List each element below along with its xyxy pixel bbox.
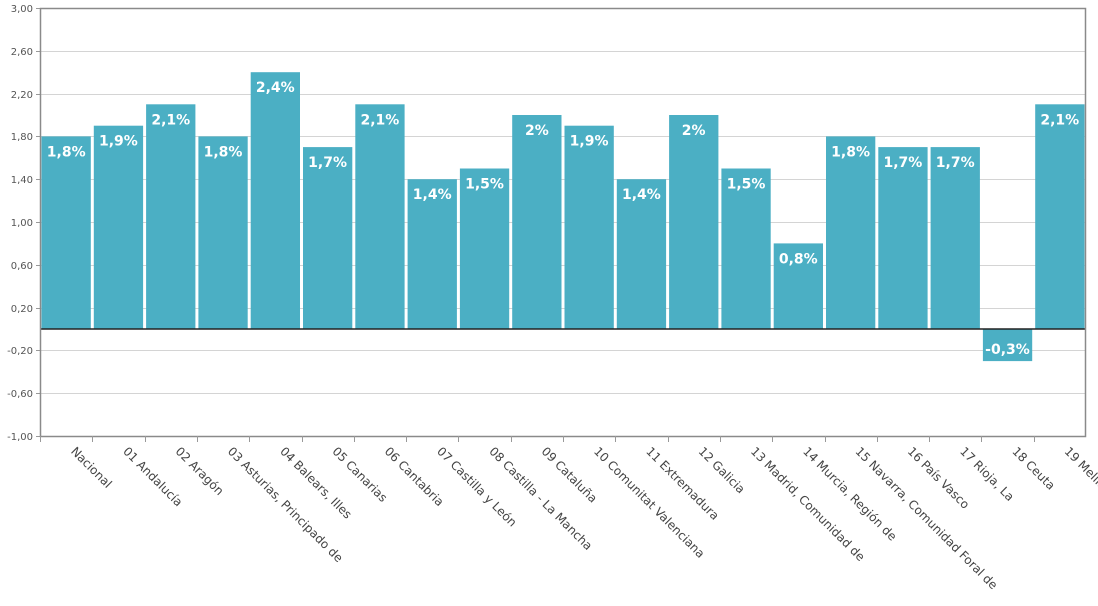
x-tick-label: Nacional — [68, 444, 115, 491]
y-tick-label: -1,00 — [7, 432, 33, 443]
data-label: 1,4% — [622, 187, 661, 203]
bar — [930, 147, 980, 329]
y-tick-label: 1,40 — [11, 175, 33, 186]
y-tick-label: 1,00 — [11, 218, 33, 229]
bar — [826, 136, 876, 329]
y-tick-label: 2,60 — [11, 47, 33, 58]
x-tick-label: 18 Ceuta — [1009, 444, 1057, 492]
bars — [41, 72, 1085, 362]
bar — [721, 168, 771, 329]
bar — [250, 72, 300, 329]
x-tick-label: 12 Galicia — [696, 444, 748, 496]
y-tick-label: 3,00 — [11, 4, 33, 15]
bar — [146, 104, 196, 329]
data-label: 1,7% — [308, 155, 347, 171]
bar — [982, 329, 1033, 362]
bar — [198, 136, 248, 329]
data-label: 2,1% — [1040, 112, 1079, 128]
y-tick-label: 0,20 — [11, 304, 33, 315]
data-labels: 1,8% 1,9% 2,1% 1,8% 2,4% 1,7% 2,1% 1,4% 1,5% 2% 1,… — [47, 80, 1079, 358]
bar — [459, 168, 510, 329]
data-label: 1,7% — [936, 155, 975, 171]
x-tick-label: 02 Aragón — [173, 444, 227, 498]
bar — [1035, 104, 1085, 329]
data-label: 1,9% — [99, 134, 138, 150]
data-label: 2% — [525, 123, 549, 139]
data-label: 1,5% — [465, 177, 504, 193]
data-label: 0,8% — [779, 251, 818, 267]
bar — [512, 115, 562, 329]
data-label: -0,3% — [985, 342, 1030, 358]
data-label: 2% — [682, 123, 706, 139]
data-label: 1,4% — [413, 187, 452, 203]
bar — [616, 179, 667, 329]
bar — [669, 115, 719, 329]
data-label: 1,8% — [47, 144, 86, 160]
data-label: 2,4% — [256, 80, 295, 96]
gridlines — [40, 8, 1086, 437]
data-label: 1,8% — [204, 144, 243, 160]
y-tick-label: 1,80 — [11, 132, 33, 143]
bar — [41, 136, 91, 329]
y-tick-label: -0,60 — [7, 389, 33, 400]
x-tick-label: 10 Comunitat Valenciana — [591, 444, 708, 561]
x-tick-label: 03 Asturias, Principado de — [225, 444, 346, 565]
x-tick-label: 14 Murcia, Región de — [800, 444, 899, 543]
data-label: 1,8% — [831, 144, 870, 160]
data-label: 2,1% — [360, 112, 399, 128]
bar — [303, 147, 353, 329]
bar — [407, 179, 457, 329]
data-label: 1,7% — [883, 155, 922, 171]
x-tick-label: 19 Melilla — [1062, 444, 1098, 495]
data-label: 1,9% — [570, 134, 609, 150]
y-axis: 3,00 2,60 2,20 1,80 1,40 1,00 0,60 0,20 -0,20 -0,… — [7, 4, 40, 443]
x-tick-label: 08 Castilla - La Mancha — [486, 444, 595, 553]
data-label: 2,1% — [151, 112, 190, 128]
y-tick-label: 2,20 — [11, 90, 33, 101]
bar — [93, 125, 144, 329]
y-tick-label: 0,60 — [11, 261, 33, 272]
y-tick-label: -0,20 — [7, 346, 33, 357]
bar — [564, 125, 614, 329]
bar — [355, 104, 405, 329]
data-label: 1,5% — [727, 177, 766, 193]
bar — [878, 147, 928, 329]
x-tick-label: 13 Madrid, Comunidad de — [748, 444, 868, 564]
bar — [773, 243, 823, 329]
